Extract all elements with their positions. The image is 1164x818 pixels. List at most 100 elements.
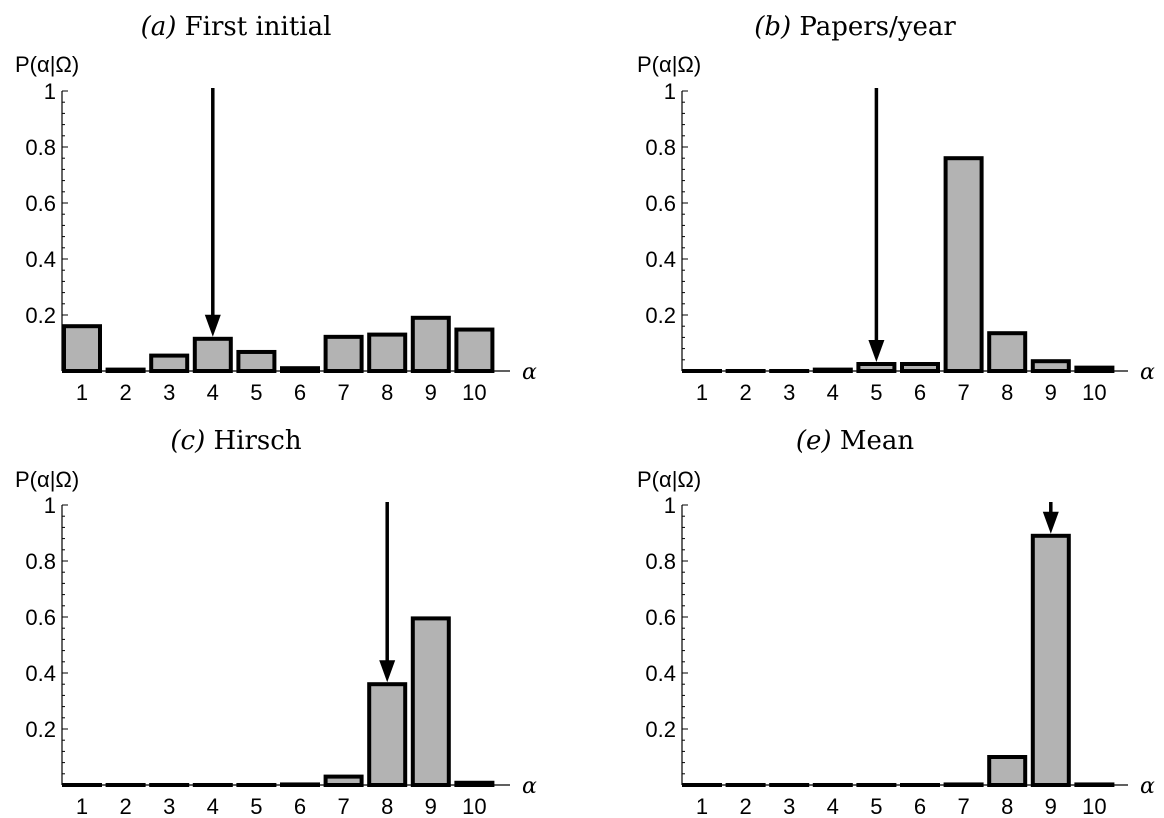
x-tick-label: 6 [294,794,306,818]
x-axis-label: α [522,360,537,385]
arrow-head [204,314,221,337]
x-tick-label: 3 [783,380,795,405]
x-tick-label: 8 [381,380,393,405]
bar-5 [236,349,277,373]
panel-label: (b) [754,12,791,42]
x-tick-label: 1 [76,380,88,405]
x-tick-label: 1 [696,794,708,818]
x-tick-label: 9 [1045,794,1057,818]
x-tick-label: 6 [914,794,926,818]
bar-2 [105,367,146,374]
y-tick-label: 0.2 [645,303,676,328]
bar-10 [454,327,495,373]
x-axis-label: α [1140,774,1155,799]
x-axis-label: α [1140,360,1155,385]
y-tick-label: 1 [664,493,676,518]
x-tick-label: 2 [739,380,751,405]
bar-9 [410,315,451,373]
y-tick-label: 0.6 [645,605,676,630]
panel-title: (b) Papers/year [754,12,956,42]
arrow-head [868,340,885,362]
bar-6 [280,366,320,374]
chart-panel-3: (c) Hirsch P(α|Ω) 0.2 0.4 0.6 0.8 1 1 2 3 4 5 6 7 8 9 10… [15,426,537,818]
bar-10 [1074,365,1115,374]
y-axis-label: P(α|Ω) [15,467,79,492]
y-tick-label: 1 [44,493,56,518]
x-tick-label: 3 [783,794,795,818]
y-tick-label: 1 [664,79,676,104]
x-tick-label: 10 [1082,380,1106,405]
x-tick-label: 5 [250,794,262,818]
x-tick-label: 10 [462,380,486,405]
x-tick-label: 7 [337,794,349,818]
x-tick-label: 6 [294,380,306,405]
bar-8 [987,331,1028,374]
bar-8 [987,755,1028,787]
bar-9 [1030,533,1071,787]
bar-7 [323,334,364,373]
chart-panel-2: (b) Papers/year P(α|Ω) 0.2 0.4 0.6 0.8 1 1 2 3 4 5 6… [637,12,1155,405]
y-tick-label: 0.6 [25,191,56,216]
x-tick-label: 3 [163,380,175,405]
chart-panel-1: (a) First initial P(α|Ω) 0.2 0.4 0.6 0.8 1 1 2 3 4… [15,12,537,405]
y-tick-label: 0.2 [25,717,56,742]
arrow-head [379,660,396,683]
x-tick-label: 4 [207,380,219,405]
bar-4 [192,336,233,373]
bar-8 [367,682,408,788]
bar-6 [280,782,320,788]
x-tick-label: 9 [1045,380,1057,405]
x-tick-label: 4 [827,380,839,405]
y-tick-label: 0.8 [645,549,676,574]
x-tick-label: 5 [870,380,882,405]
panel-label: (a) [141,12,177,42]
y-tick-label: 0.6 [25,605,56,630]
x-tick-label: 2 [739,794,751,818]
x-tick-label: 1 [76,794,88,818]
y-axis-label: P(α|Ω) [15,52,79,77]
bar-7 [943,782,984,788]
bar-3 [149,353,190,374]
x-tick-label: 2 [119,794,131,818]
x-tick-label: 2 [119,380,131,405]
bar-9 [1030,359,1071,374]
x-tick-label: 9 [425,794,437,818]
x-tick-label: 9 [425,380,437,405]
y-tick-label: 0.2 [645,717,676,742]
y-tick-label: 0.8 [25,135,56,160]
panel-label: (c) [170,426,205,456]
y-tick-label: 0.2 [25,303,56,328]
bar-10 [454,780,495,788]
x-tick-label: 1 [696,380,708,405]
panel-title-text: Hirsch [205,426,302,456]
bar-4 [812,367,853,374]
y-tick-label: 0.4 [25,247,56,272]
x-tick-label: 5 [870,794,882,818]
y-axis-label: P(α|Ω) [637,52,701,77]
x-tick-label: 4 [827,794,839,818]
x-tick-label: 7 [957,380,969,405]
y-tick-label: 0.8 [25,549,56,574]
bar-10 [1074,782,1115,788]
bar-7 [943,156,984,373]
y-tick-label: 0.4 [25,661,56,686]
x-tick-label: 4 [207,794,219,818]
x-tick-label: 10 [1082,794,1106,818]
panel-title: (e) Mean [796,426,914,456]
panel-title-text: Papers/year [791,12,956,42]
x-tick-label: 8 [1001,380,1013,405]
x-axis-label: α [522,774,537,799]
x-tick-label: 7 [337,380,349,405]
x-tick-label: 8 [381,794,393,818]
y-tick-label: 1 [44,79,56,104]
y-tick-label: 0.4 [645,247,676,272]
x-tick-label: 5 [250,380,262,405]
bar-7 [323,774,364,787]
x-tick-label: 6 [914,380,926,405]
y-tick-label: 0.8 [645,135,676,160]
panel-title: (c) Hirsch [170,426,301,456]
x-tick-label: 8 [1001,794,1013,818]
x-tick-label: 7 [957,794,969,818]
panel-title: (a) First initial [141,12,332,42]
